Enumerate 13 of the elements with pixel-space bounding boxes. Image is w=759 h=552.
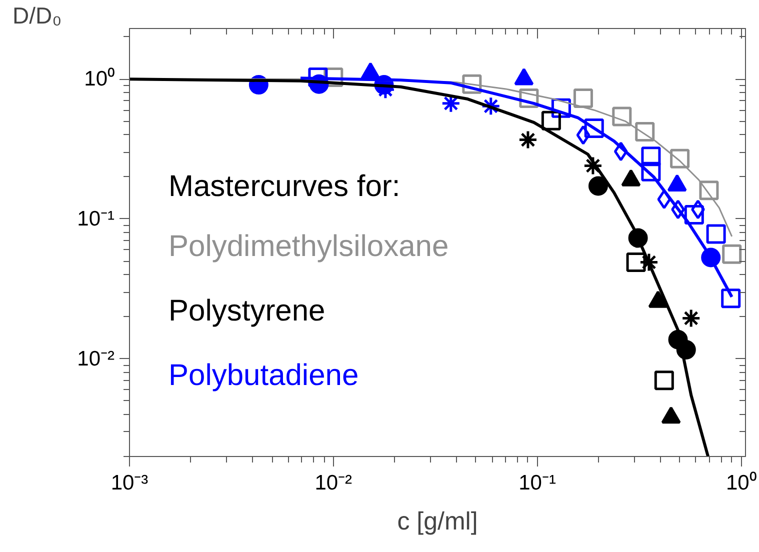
x-tick-label: 10⁰ [726, 472, 756, 494]
y-tick-label: 10⁻² [77, 347, 115, 370]
y-tick-label: 10⁻¹ [77, 207, 115, 230]
x-axis-title: c [g/ml] [397, 508, 478, 536]
text: Polystyrene [168, 294, 326, 328]
x-tick-label: 10⁻² [314, 472, 352, 494]
text: Polybutadiene [168, 359, 359, 392]
y-tick-label: 10⁰ [84, 68, 114, 91]
x-tick-label: 10⁻¹ [518, 472, 556, 494]
text: Polydimethylsiloxane [168, 230, 449, 263]
y-axis-title: D/D₀ [12, 2, 62, 28]
x-tick-label: 10⁻³ [110, 472, 148, 494]
annotation: Mastercurves for: [168, 170, 400, 204]
